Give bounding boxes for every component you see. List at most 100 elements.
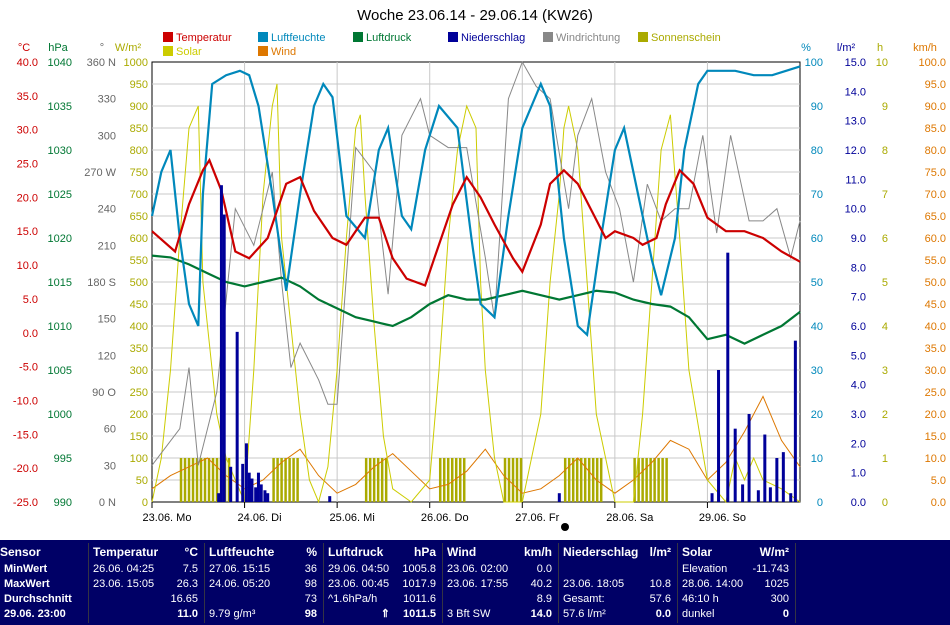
axis-tick-label-temp: 25.0	[17, 159, 38, 171]
axes: 40.035.030.025.020.015.010.05.00.0-5.0-1…	[13, 42, 946, 509]
x-tick-label: 23.06. Mo	[143, 512, 192, 524]
axis-tick-label-pressure: 1010	[48, 321, 72, 333]
axis-unit-direction: °	[100, 42, 104, 54]
wind-max-value: 40.2	[530, 578, 552, 590]
sunshine-bar	[462, 458, 466, 502]
axis-tick-label-pressure: 1005	[48, 365, 72, 377]
sunshine-bar	[292, 458, 295, 502]
hum-absolute: 9.79 g/m³	[209, 608, 256, 620]
rain-bar	[781, 452, 785, 502]
sunshine-bar	[368, 458, 372, 502]
axis-tick-label-humidity: 80	[811, 145, 823, 157]
rain-bar	[726, 252, 730, 502]
hum-unit: %	[306, 545, 317, 559]
axis-unit-pressure: hPa	[48, 42, 68, 54]
legend-swatch	[163, 32, 173, 42]
x-axis: 23.06. Mo 24.06. Di 25.06. Mi 26.06. Do 27.0…	[143, 502, 746, 524]
sunshine-bar	[372, 458, 376, 502]
press-min-value: 1005.8	[402, 563, 436, 575]
legend-label: Niederschlag	[461, 32, 525, 44]
hum-max-value: 98	[304, 578, 317, 590]
chart-title: Woche 23.06.14 - 29.06.14 (KW26)	[357, 7, 593, 24]
x-tick-label: 28.06. Sa	[606, 512, 654, 524]
pressure-trend-icon: ⇑	[380, 608, 390, 620]
axis-tick-label-direction: 210	[98, 240, 116, 252]
axis-tick-label-rain: 3.0	[851, 409, 866, 421]
axis-tick-label-solar: 450	[130, 299, 148, 311]
temp-current-value: 11.0	[177, 608, 198, 620]
wind-beaufort: 3 Bft SW	[447, 608, 491, 620]
axis-tick-label-wind: 60.0	[925, 233, 946, 245]
axis-tick-label-direction: 90 O	[92, 387, 116, 399]
axis-tick-label-temp: 5.0	[23, 294, 38, 306]
sunshine-bar	[515, 458, 519, 502]
axis-tick-label-pressure: 1020	[48, 233, 72, 245]
sunshine-bar	[454, 458, 458, 502]
sensor-header: Sensor	[0, 545, 41, 559]
axis-tick-label-sunshine: 4	[882, 321, 888, 333]
axis-tick-label-solar: 800	[130, 145, 148, 157]
axis-tick-label-direction: 60	[104, 424, 116, 436]
axis-tick-label-direction: 120	[98, 350, 116, 362]
moon-phase-icon	[561, 523, 569, 531]
pressure-column: Luftdruck hPa 29.06. 04:50 1005.8 23.06. 0…	[324, 543, 443, 623]
axis-tick-label-solar: 850	[130, 123, 148, 135]
sunshine-bar	[579, 458, 583, 502]
axis-tick-label-solar: 900	[130, 101, 148, 113]
wind-avg-value: 8.9	[536, 593, 552, 605]
rain-bar	[259, 484, 263, 502]
axis-tick-label-wind: 75.0	[925, 167, 946, 179]
rain-bar	[250, 478, 254, 502]
axis-tick-label-rain: 5.0	[851, 350, 866, 362]
rain-bar	[256, 472, 260, 502]
sunshine-bar	[183, 458, 187, 502]
sunshine-bar	[637, 458, 640, 502]
wind-header: Wind	[447, 545, 477, 559]
axis-tick-label-wind: 25.0	[925, 387, 946, 399]
legend-label: Windrichtung	[556, 32, 620, 44]
legend-swatch	[258, 32, 268, 42]
sunshine-bar	[653, 458, 656, 502]
rain-bar	[263, 490, 267, 502]
rain-bar	[557, 493, 561, 502]
x-tick-label: 24.06. Di	[238, 512, 282, 524]
solar-unit: W/m²	[759, 545, 789, 559]
press-max-time: 23.06. 00:45	[328, 578, 390, 590]
axis-tick-label-wind: 95.0	[925, 79, 946, 91]
axis-tick-label-temp: 20.0	[17, 192, 38, 204]
hum-header: Luftfeuchte	[209, 545, 275, 559]
axis-tick-label-humidity: 0	[817, 497, 823, 509]
plot-area	[150, 60, 801, 504]
axis-tick-label-sunshine: 1	[882, 453, 888, 465]
axis-tick-label-temp: 0.0	[23, 328, 38, 340]
axis-tick-label-sunshine: 5	[882, 277, 888, 289]
sunshine-bar	[227, 458, 231, 502]
rain-bar	[229, 466, 233, 502]
axis-tick-label-sunshine: 8	[882, 145, 888, 157]
axis-tick-label-sunshine: 3	[882, 365, 888, 377]
rain-bar	[717, 370, 721, 502]
rain-bar	[222, 214, 226, 503]
sunshine-bar	[380, 458, 384, 502]
axis-tick-label-sunshine: 2	[882, 409, 888, 421]
solar-header: Solar	[682, 545, 713, 559]
temp-unit: °C	[184, 545, 198, 559]
solar-max-value: 1025	[764, 578, 789, 590]
rain-bar	[217, 493, 221, 502]
sunshine-bar	[645, 458, 648, 502]
temp-header: Temperatur	[93, 545, 159, 559]
legend-label: Temperatur	[176, 32, 232, 44]
axis-tick-label-wind: 0.0	[931, 497, 946, 509]
sunshine-bar	[276, 458, 279, 502]
legend-swatch	[163, 46, 173, 56]
axis-tick-label-direction: 240	[98, 204, 116, 216]
hum-min-time: 27.06. 15:15	[209, 563, 271, 575]
sunshine-bar	[199, 458, 203, 502]
sunshine-bar	[179, 458, 183, 502]
humidity-column: Luftfeuchte% 27.06. 15:15 36 24.06. 05:20…	[205, 543, 324, 623]
sunshine-bar	[364, 458, 368, 502]
solar-sunshine-hours: 46:10 h	[682, 593, 719, 605]
axis-tick-label-rain: 8.0	[851, 262, 866, 274]
wind-min-time: 23.06. 02:00	[447, 563, 509, 575]
axis-tick-label-rain: 12.0	[845, 145, 866, 157]
